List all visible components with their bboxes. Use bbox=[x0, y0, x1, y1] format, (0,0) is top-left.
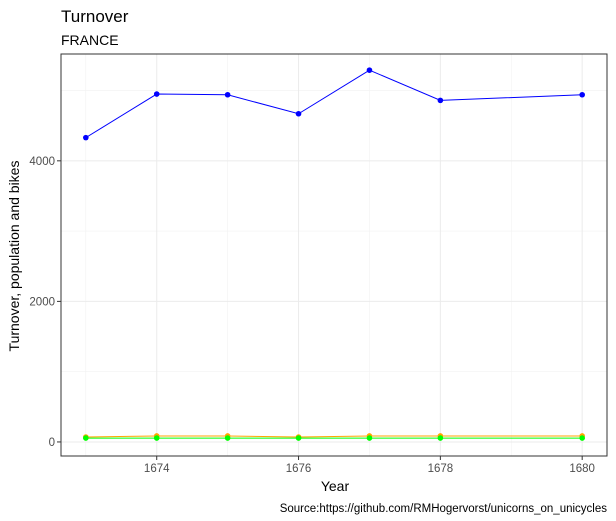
data-point bbox=[437, 435, 444, 441]
x-tick-label: 1676 bbox=[286, 463, 312, 475]
series-layer bbox=[83, 67, 585, 441]
data-point bbox=[579, 91, 585, 98]
series-1 bbox=[83, 67, 585, 141]
plot-border bbox=[60, 53, 608, 457]
data-point bbox=[83, 435, 89, 441]
data-point bbox=[437, 97, 444, 104]
x-axis-label: Year bbox=[321, 478, 350, 494]
x-tick-label: 1678 bbox=[428, 463, 454, 475]
y-axis-label: Turnover, population and bikes bbox=[6, 161, 22, 352]
data-point bbox=[366, 67, 373, 73]
data-point bbox=[83, 134, 89, 141]
data-point bbox=[366, 435, 373, 441]
data-point bbox=[153, 91, 160, 97]
axis-ticks: 1674 1676 1678 1680 0 2000 4000 bbox=[29, 156, 595, 475]
y-tick-label: 2000 bbox=[29, 296, 55, 308]
y-tick-label: 0 bbox=[49, 437, 55, 449]
x-tick-label: 1674 bbox=[144, 463, 170, 475]
data-point bbox=[579, 435, 585, 441]
grid bbox=[61, 54, 607, 456]
chart-caption: Source:https://github.com/RMHogervorst/u… bbox=[280, 503, 608, 515]
data-point bbox=[295, 435, 302, 441]
data-point bbox=[224, 435, 231, 441]
data-point bbox=[295, 110, 302, 117]
series-3 bbox=[83, 435, 585, 441]
chart-title: Turnover bbox=[61, 7, 129, 26]
y-tick-label: 4000 bbox=[29, 156, 55, 168]
data-point bbox=[153, 435, 160, 441]
data-point bbox=[224, 91, 231, 98]
chart-subtitle: FRANCE bbox=[61, 32, 119, 48]
x-tick-label: 1680 bbox=[569, 463, 595, 475]
